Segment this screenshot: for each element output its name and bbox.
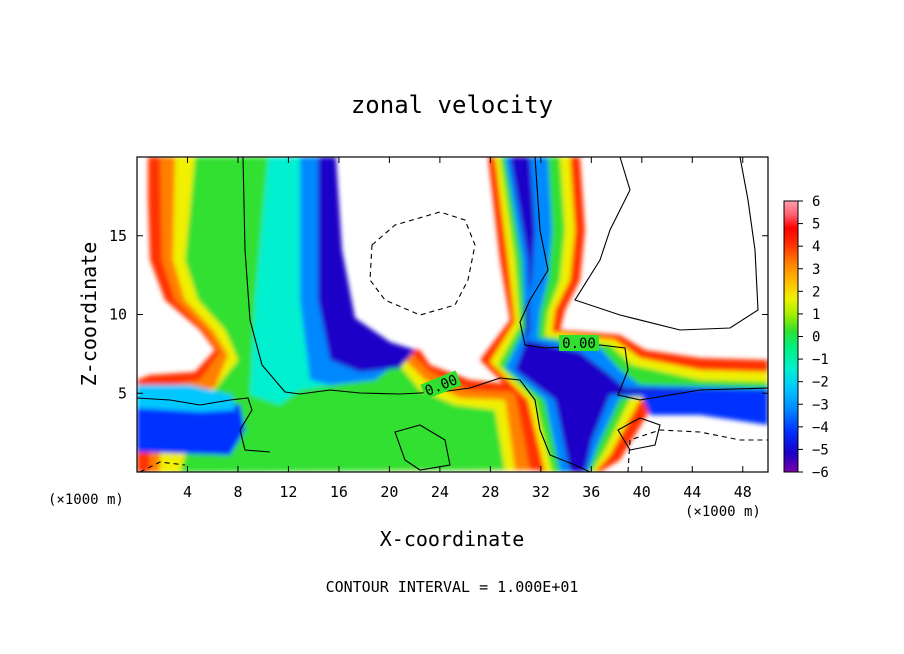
colorbar-tick-label: 1 [812,307,820,323]
y-tick-label: 15 [109,227,127,245]
y-axis-ticks: 5 10 15 [109,227,768,402]
right-channel-darkblue [510,157,768,472]
x-tick-label: 48 [734,483,752,501]
x-tick-label: 20 [380,483,398,501]
x-tick-label: 8 [233,483,242,501]
x-axis-label: X-coordinate [380,527,525,551]
colorbar-tick-label: 5 [812,217,820,233]
dashed-contour-center [369,211,476,316]
y-tick-label: 10 [109,306,127,324]
contour-label-bg-2 [559,335,599,351]
x-tick-label: 4 [183,483,192,501]
contour-lower-right-small [617,417,661,451]
y-axis-label: Z-coordinate [77,242,101,387]
contour-label-2: 0.00 [562,336,596,352]
colorbar-ticks: 6 5 4 3 2 1 0 −1 −2 −3 −4 −5 −6 [798,194,829,481]
colorbar-tick-label: −5 [812,442,829,458]
contour-interval-text: CONTOUR INTERVAL = 1.000E+01 [326,578,579,596]
heatmap-field [137,157,768,472]
colorbar-tick-label: 3 [812,262,820,278]
colorbar-tick-label: 0 [812,330,820,346]
x-tick-label: 36 [582,483,600,501]
dashed-contour-lower-right [627,429,768,472]
colorbar-tick-label: −6 [812,465,829,481]
colorbar-tick-label: 4 [812,239,820,255]
lower-left-cyan-band [137,385,235,412]
x-tick-label: 44 [683,483,701,501]
colorbar-tick-label: 6 [812,194,820,210]
contour-label-bg-1 [420,370,462,400]
chart-title: zonal velocity [351,91,553,119]
contour-labels: 0.00 0.00 [420,335,599,400]
colorbar-tick-label: −3 [812,397,829,413]
colorbar-tick-label: −4 [812,420,829,436]
contour-lines [137,157,768,472]
x-tick-label: 12 [279,483,297,501]
dashed-contour-lower-left [139,461,186,472]
y-tick-label: 5 [118,384,127,402]
left-plume-darkblue [318,157,415,372]
x-tick-label: 24 [431,483,449,501]
colorbar-tick-label: 2 [812,284,820,300]
zero-contour-lower-left [137,397,271,453]
x-tick-label: 16 [330,483,348,501]
contour-upper-right [574,157,759,331]
x-tick-label: 32 [532,483,550,501]
colorbar-tick-label: −2 [812,375,829,391]
colorbar-gradient [783,200,799,473]
x-axis-ticks: 4 8 12 16 20 24 28 32 36 40 44 48 [183,157,752,501]
x-tick-label: 28 [481,483,499,501]
zero-contour-left [242,157,591,472]
right-lower-blue-band [640,390,768,425]
colorbar: 6 5 4 3 2 1 0 −1 −2 −3 −4 −5 −6 [783,194,829,481]
contour-lower-small [394,424,451,471]
x-tick-label: 40 [633,483,651,501]
x-unit-right: (×1000 m) [685,504,761,520]
colorbar-tick-label: −1 [812,352,829,368]
x-unit-left: (×1000 m) [48,492,124,508]
